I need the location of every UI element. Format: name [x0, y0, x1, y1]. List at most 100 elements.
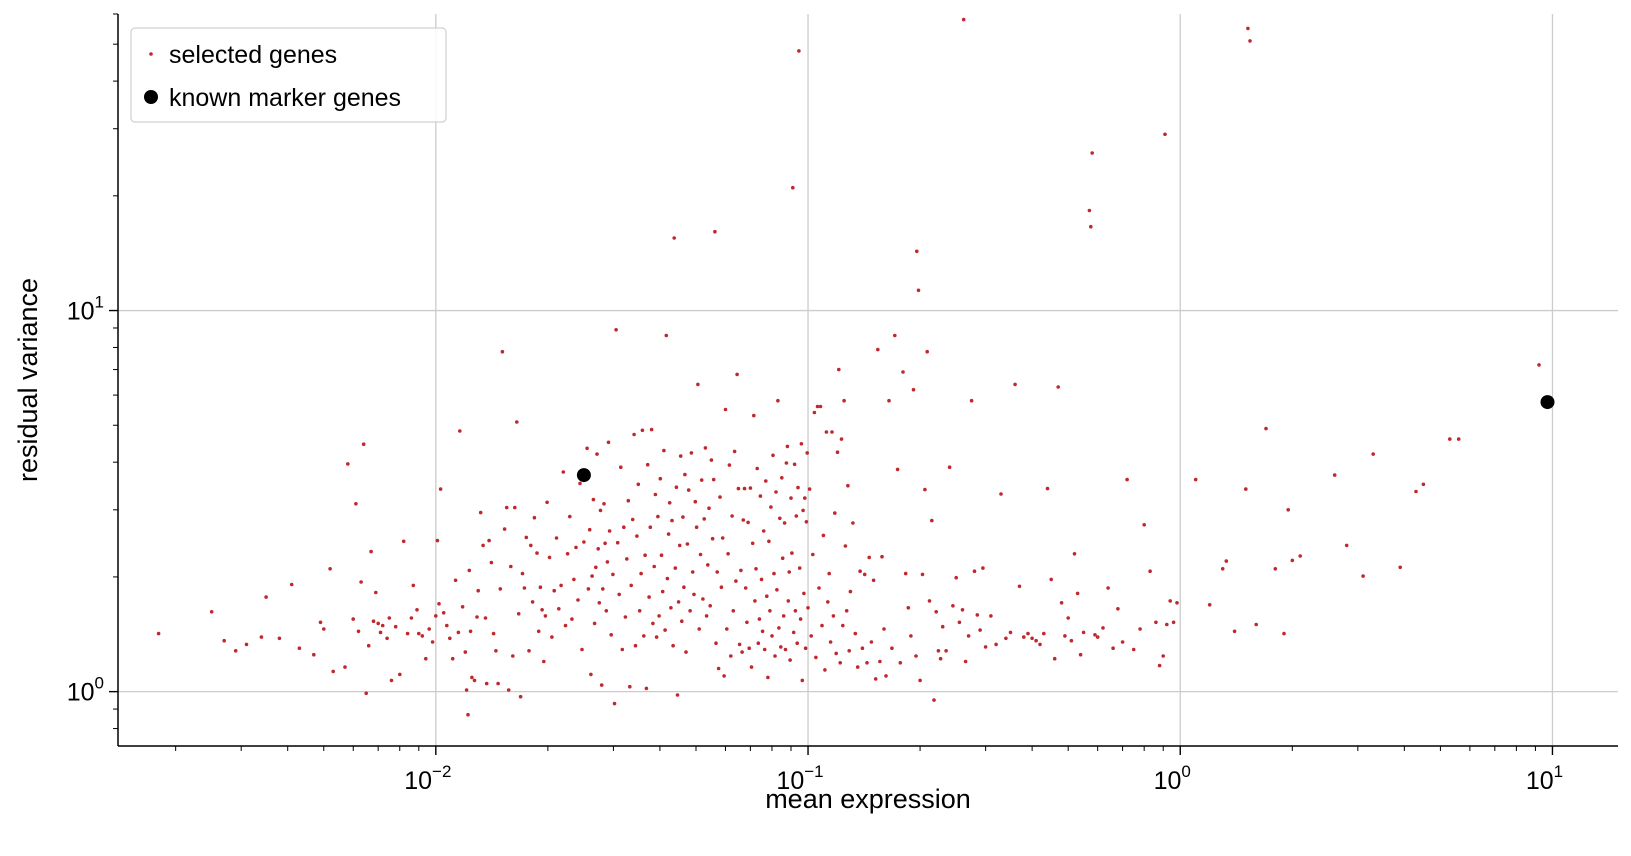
gene-point	[156, 631, 161, 636]
gene-point	[639, 571, 643, 576]
gene-point	[1168, 599, 1172, 603]
gene-point	[598, 508, 603, 513]
gene-point	[669, 606, 673, 610]
gene-point	[802, 591, 806, 596]
gene-point	[672, 236, 676, 240]
gene-point	[1193, 477, 1198, 482]
gene-point	[708, 604, 712, 608]
x-tick-exponent: 1	[1554, 762, 1563, 781]
gene-point	[834, 651, 838, 656]
gene-point	[603, 541, 607, 546]
gene-point	[966, 634, 971, 638]
gene-point	[371, 619, 376, 623]
gene-point	[1175, 601, 1179, 605]
gene-point	[542, 659, 546, 664]
gene-point	[328, 567, 332, 571]
gene-point	[509, 564, 513, 569]
gene-point	[830, 430, 834, 434]
gene-point	[727, 463, 732, 467]
gene-point	[538, 585, 543, 589]
x-tick-label: 101	[1526, 762, 1563, 795]
gene-point	[654, 635, 659, 639]
gene-point	[682, 585, 686, 589]
gene-point	[851, 521, 855, 525]
gene-point	[599, 683, 604, 687]
gene-point	[767, 539, 771, 544]
gene-point	[824, 430, 829, 434]
gene-point	[1078, 652, 1083, 657]
gene-point	[647, 595, 651, 599]
gene-point	[629, 583, 633, 588]
gene-point	[487, 538, 491, 543]
gene-point	[715, 570, 719, 574]
gene-point	[536, 629, 541, 634]
gene-point	[694, 525, 699, 529]
gene-point	[361, 442, 366, 447]
gene-point	[574, 545, 578, 550]
gene-point	[633, 643, 638, 648]
gene-point	[378, 630, 383, 635]
gene-point	[693, 499, 698, 504]
gene-point	[445, 623, 449, 628]
gene-point	[502, 527, 507, 531]
gene-point	[1220, 567, 1225, 571]
gene-point	[626, 498, 631, 503]
gene-point	[607, 529, 612, 533]
legend-box	[130, 27, 447, 123]
gene-point	[680, 619, 684, 623]
gene-point	[346, 462, 350, 466]
gene-point	[467, 568, 472, 573]
gene-point	[1022, 635, 1026, 639]
gene-point	[612, 701, 617, 706]
gene-point	[710, 536, 715, 541]
gene-point	[803, 496, 807, 500]
gene-point	[1448, 437, 1452, 441]
gene-point	[662, 448, 666, 453]
gene-point	[620, 647, 625, 652]
gene-point	[1332, 473, 1337, 477]
gene-point	[1264, 426, 1268, 431]
gene-point	[411, 583, 416, 588]
gene-point	[698, 552, 703, 557]
gene-point	[463, 650, 468, 654]
gene-point	[740, 650, 744, 654]
gene-point	[803, 646, 808, 650]
gene-point	[771, 453, 775, 458]
gene-point	[880, 554, 884, 559]
gene-point	[764, 479, 768, 483]
gene-point	[656, 514, 660, 519]
gene-point	[1207, 603, 1212, 607]
gene-point	[554, 536, 559, 540]
gene-point	[435, 538, 440, 543]
gene-point	[812, 410, 817, 415]
gene-point	[504, 505, 509, 510]
gene-point	[860, 646, 865, 650]
gene-point	[914, 654, 918, 658]
gene-point	[792, 462, 797, 467]
gene-point	[735, 372, 739, 377]
gene-point	[701, 597, 705, 601]
gene-point	[331, 669, 336, 674]
gene-point	[903, 571, 908, 576]
gene-point	[1034, 638, 1038, 643]
gene-point	[839, 437, 844, 441]
gene-point	[772, 571, 776, 576]
gene-point	[1273, 567, 1278, 571]
gene-point	[1414, 489, 1418, 494]
legend-marker-known-marker-genes	[144, 90, 158, 104]
gene-point	[570, 617, 574, 621]
gene-point	[776, 398, 780, 403]
gene-point	[637, 609, 642, 613]
gene-point	[909, 634, 913, 638]
grid	[118, 14, 1618, 746]
gene-point	[884, 674, 888, 678]
gene-point	[652, 564, 656, 569]
gene-point	[1456, 437, 1461, 441]
gene-point	[550, 635, 554, 639]
gene-point	[794, 514, 799, 518]
gene-point	[1161, 654, 1165, 658]
gene-point	[920, 572, 925, 577]
gene-point	[478, 510, 483, 515]
gene-point	[596, 547, 600, 551]
gene-point	[651, 621, 655, 626]
